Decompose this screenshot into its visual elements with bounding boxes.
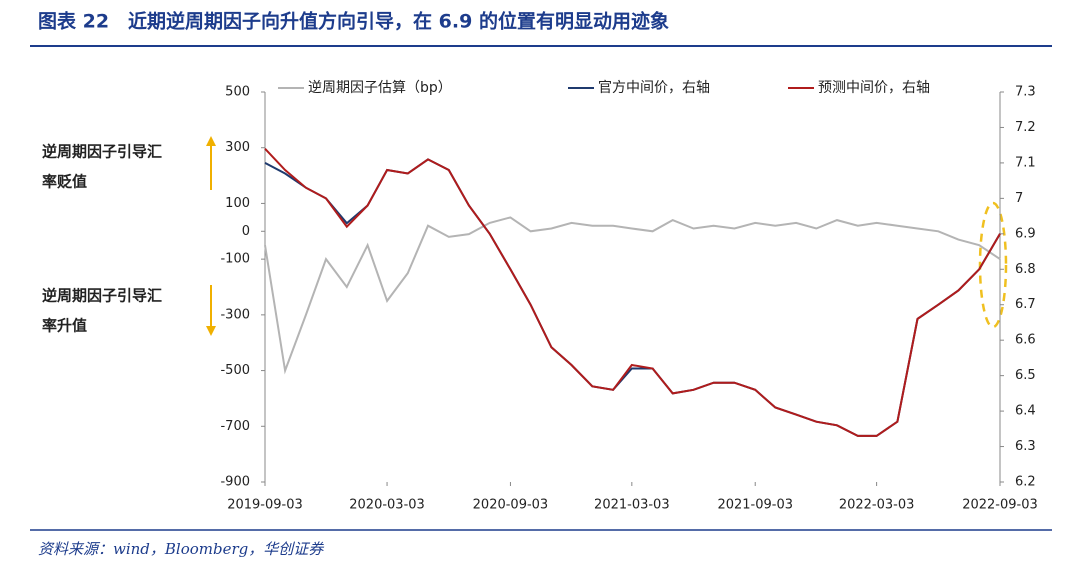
x-tick-label: 2019-09-03: [227, 498, 303, 513]
legend-label: 预测中间价，右轴: [818, 80, 930, 96]
x-tick-label: 2021-03-03: [594, 498, 670, 513]
highlight: [978, 201, 1008, 329]
series-line: [264, 158, 1001, 437]
y-tick-label: -900: [220, 475, 250, 490]
x-tick-label: 2020-09-03: [473, 498, 549, 513]
y-tick-label: -300: [220, 307, 250, 322]
arrow-head: [206, 326, 216, 336]
annotation: 率贬值: [42, 173, 87, 191]
y2-tick-label: 6.9: [1015, 226, 1036, 241]
y-tick-label: 0: [242, 224, 250, 239]
y2-tick-label: 6.5: [1015, 368, 1036, 383]
y2-tick-label: 7.3: [1015, 85, 1036, 100]
arrow-head: [206, 136, 216, 146]
y2-tick-label: 7: [1015, 191, 1023, 206]
y2-tick-label: 6.7: [1015, 297, 1036, 312]
y2-tick-label: 6.4: [1015, 404, 1036, 419]
annotation: 率升值: [42, 317, 87, 335]
legend-label: 逆周期因子估算（bp）: [308, 80, 452, 96]
x-tick-label: 2021-09-03: [717, 498, 793, 513]
y-tick-label: 300: [225, 140, 250, 155]
source: 资料来源：wind，Bloomberg，华创证券: [38, 540, 324, 558]
y2-tick-label: 7.1: [1015, 155, 1036, 170]
y2-tick-label: 6.8: [1015, 262, 1036, 277]
series-line: [264, 148, 1001, 437]
legend-label: 官方中间价，右轴: [598, 80, 710, 96]
y2-tick-label: 6.6: [1015, 333, 1036, 348]
annotation: 逆周期因子引导汇: [42, 287, 162, 305]
y2-tick-label: 6.2: [1015, 475, 1036, 490]
y-tick-label: -500: [220, 363, 250, 378]
chart-title: 图表 22 近期逆周期因子向升值方向引导，在 6.9 的位置有明显动用迹象: [38, 10, 669, 33]
y-tick-label: -100: [220, 252, 250, 267]
y2-tick-label: 6.3: [1015, 439, 1036, 454]
x-tick-label: 2020-03-03: [349, 498, 425, 513]
annotation: 逆周期因子引导汇: [42, 143, 162, 161]
y-tick-label: 100: [225, 196, 250, 211]
x-tick-label: 2022-03-03: [839, 498, 915, 513]
y-tick-label: -700: [220, 419, 250, 434]
y-tick-label: 500: [225, 85, 250, 100]
y2-tick-label: 7.2: [1015, 120, 1036, 135]
x-tick-label: 2022-09-03: [962, 498, 1038, 513]
series-line: [264, 216, 1001, 375]
